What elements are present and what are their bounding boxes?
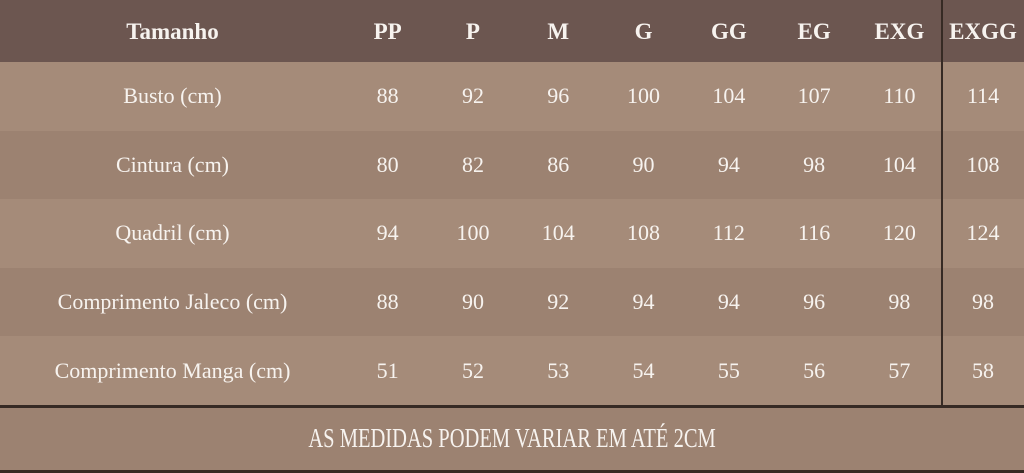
footer-row: AS MEDIDAS PODEM VARIAR EM ATÉ 2CM: [0, 407, 1024, 470]
measurement-value: 110: [883, 83, 916, 109]
table-row-comprimento-manga: Comprimento Manga (cm) 51 52 53 54 55 56…: [0, 336, 1024, 405]
measurement-value: 98: [803, 151, 826, 177]
measurement-value: 96: [547, 83, 570, 109]
measurement-value: 120: [882, 220, 916, 246]
measurement-value: 90: [632, 151, 655, 177]
horizontal-divider-top: [0, 404, 1024, 408]
column-header-eg: EG: [797, 18, 831, 44]
row-label: Busto (cm): [123, 83, 222, 109]
table-row-quadril: Quadril (cm) 94 100 104 108 112 116 120 …: [0, 199, 1024, 268]
row-label: Comprimento Manga (cm): [54, 357, 291, 383]
measurement-value: 88: [376, 83, 399, 109]
measurement-value: 94: [717, 151, 740, 177]
measurement-value: 107: [797, 83, 831, 109]
measurement-value: 92: [547, 289, 570, 315]
row-label: Comprimento Jaleco (cm): [57, 289, 288, 315]
measurement-value: 86: [547, 151, 570, 177]
size-chart-grid: Tamanho PP P M G GG EG EXG EXGG Busto (c…: [0, 0, 1024, 405]
measurement-value: 104: [541, 220, 575, 246]
measurement-value: 112: [712, 220, 745, 246]
table-row-cintura: Cintura (cm) 80 82 86 90 94 98 104 108: [0, 130, 1024, 200]
measurement-value: 56: [803, 357, 826, 383]
measurement-value: 100: [627, 83, 661, 109]
measurement-value: 100: [456, 220, 490, 246]
measurement-value: 90: [461, 289, 484, 315]
column-header-p: P: [465, 18, 480, 44]
measurement-value: 114: [966, 83, 1000, 109]
measurement-value: 92: [461, 83, 484, 109]
measurement-value: 58: [972, 357, 995, 383]
measurement-value: 80: [376, 151, 399, 177]
column-header-tamanho: Tamanho: [126, 18, 219, 44]
row-label: Cintura (cm): [115, 151, 230, 177]
measurement-value: 108: [966, 151, 1000, 177]
measurement-value: 55: [717, 357, 740, 383]
measurement-value: 52: [461, 357, 484, 383]
measurement-value: 94: [376, 220, 399, 246]
column-header-gg: GG: [710, 18, 747, 44]
column-header-m: M: [547, 18, 570, 44]
measurement-value: 94: [632, 289, 655, 315]
column-header-pp: PP: [373, 18, 402, 44]
table-row-comprimento-jaleco: Comprimento Jaleco (cm) 88 90 92 94 94 9…: [0, 267, 1024, 337]
measurement-value: 51: [376, 357, 399, 383]
row-label: Quadril (cm): [115, 220, 230, 246]
measurement-value: 104: [712, 83, 746, 109]
measurement-value: 98: [888, 289, 911, 315]
measurement-value: 54: [632, 357, 655, 383]
measurement-value: 124: [966, 220, 1000, 246]
measurement-value: 82: [461, 151, 484, 177]
column-header-exg: EXG: [874, 18, 925, 44]
measurement-value: 104: [882, 151, 916, 177]
measurement-value: 98: [972, 289, 995, 315]
table-header-row: Tamanho PP P M G GG EG EXG EXGG: [0, 0, 1024, 62]
measurement-value: 94: [717, 289, 740, 315]
measurement-value: 96: [803, 289, 826, 315]
vertical-divider: [941, 0, 943, 405]
measurement-value: 108: [627, 220, 661, 246]
measurement-value: 88: [376, 289, 399, 315]
footer-note: AS MEDIDAS PODEM VARIAR EM ATÉ 2CM: [308, 423, 716, 454]
measurement-value: 57: [888, 357, 911, 383]
measurement-value: 53: [547, 357, 570, 383]
measurement-value: 116: [798, 220, 831, 246]
column-header-g: G: [634, 18, 653, 44]
horizontal-divider-bottom: [0, 469, 1024, 473]
table-row-busto: Busto (cm) 88 92 96 100 104 107 110 114: [0, 62, 1024, 131]
column-header-exgg: EXGG: [949, 18, 1017, 44]
